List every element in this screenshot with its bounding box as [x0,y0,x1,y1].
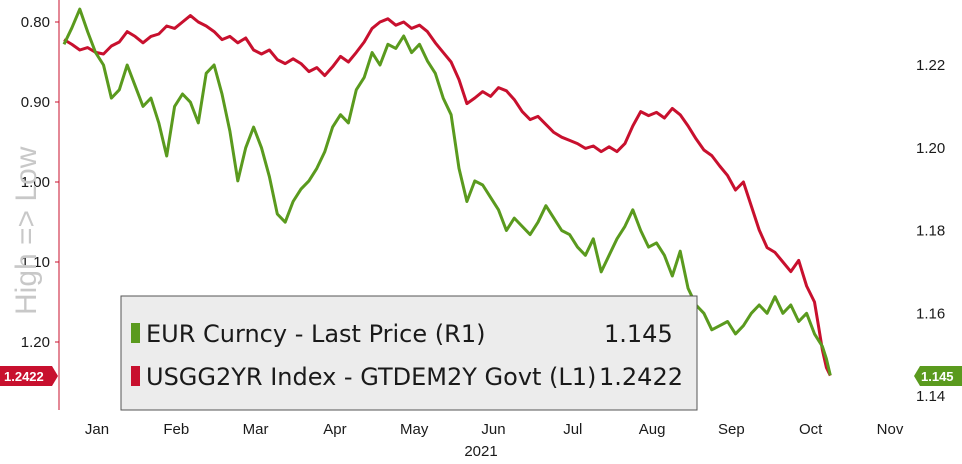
x-tick-label: Apr [323,421,346,438]
legend-swatch-eur [131,323,140,343]
legend-value-eur: 1.145 [604,320,673,348]
right-tick-label: 1.22 [916,57,945,74]
series-line-usgg2yr [63,14,832,377]
x-tick-label: May [400,421,429,438]
x-axis-year-label: 2021 [464,443,497,460]
x-axis-ticks: Jan Feb Mar Apr May Jun Jul Aug Sep Oct Nov [85,421,904,438]
x-tick-label: Sep [718,421,745,438]
last-value-tag-eur: 1.145 [914,366,962,386]
last-value-tag-usgg: 1.2422 [0,366,58,386]
x-tick-label: Aug [639,421,666,438]
right-axis-ticks: 1.22 1.20 1.18 1.16 1.14 [916,57,945,405]
x-tick-label: Jan [85,421,109,438]
legend-box [120,295,698,411]
series-line-eur [62,7,832,376]
left-axis-ticks: 0.80 0.90 1.00 1.10 1.20 [21,14,59,351]
x-tick-label: Feb [163,421,189,438]
legend-swatch-usgg [131,366,140,386]
legend-label-eur: EUR Curncy - Last Price (R1) [146,320,485,348]
left-tick-label: 1.00 [21,174,50,191]
left-tick-label: 0.80 [21,14,50,31]
right-tick-label: 1.14 [916,388,945,405]
legend-label-usgg: USGG2YR Index - GTDEM2Y Govt (L1) [146,363,596,391]
x-tick-label: Mar [243,421,269,438]
right-tick-label: 1.16 [916,305,945,322]
svg-text:1.145: 1.145 [921,369,954,384]
left-tick-label: 0.90 [21,94,50,111]
svg-text:1.2422: 1.2422 [4,369,44,384]
x-tick-label: Oct [799,421,823,438]
left-tick-label: 1.20 [21,334,50,351]
legend: EUR Curncy - Last Price (R1) 1.145 USGG2… [120,295,698,411]
y-axis-label: High => Low [10,146,43,315]
x-tick-label: Jul [563,421,582,438]
right-tick-label: 1.18 [916,223,945,240]
x-tick-label: Nov [877,421,904,438]
left-tick-label: 1.10 [21,254,50,271]
right-tick-label: 1.20 [916,140,945,157]
x-tick-label: Jun [481,421,505,438]
legend-value-usgg: 1.2422 [599,363,683,391]
